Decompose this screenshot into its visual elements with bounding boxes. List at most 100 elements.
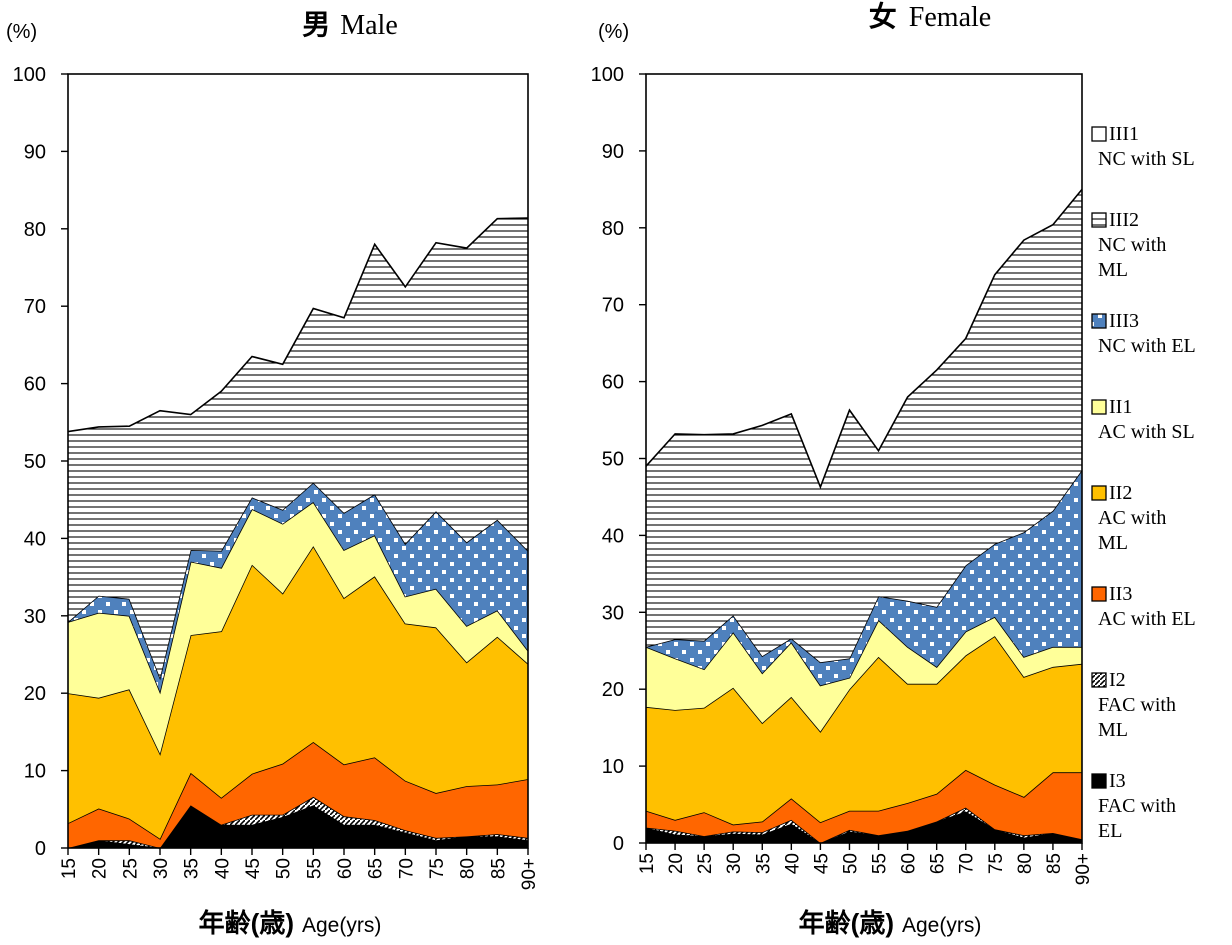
legend-entry-III1: III1 NC with SL <box>1091 123 1195 170</box>
legend-desc-III1: NC with SL <box>1098 148 1195 170</box>
legend-code-II3: II3 <box>1109 583 1132 605</box>
legend-swatch-I2 <box>1091 672 1107 688</box>
male-area-II2 <box>68 546 528 839</box>
female-area-II3 <box>646 769 1082 843</box>
legend-desc-II3: AC with EL <box>1098 608 1196 630</box>
male-x-axis-title: 年齢(歳) Age(yrs) <box>199 908 382 938</box>
female-y-axis: 0 10 20 30 40 50 60 70 80 90 100 <box>591 64 646 855</box>
male-y-tick-label: 0 <box>35 838 46 860</box>
female-y-tick-label: 20 <box>602 679 624 701</box>
female-area-II2 <box>646 636 1082 825</box>
female-y-tick-label: 50 <box>602 449 624 471</box>
legend-swatch-II2 <box>1091 485 1107 501</box>
legend-desc-III2: ML <box>1098 259 1128 281</box>
female-area-I2 <box>646 807 1082 843</box>
female-x-axis: 15 20 25 30 35 40 45 50 55 60 65 70 75 80 85 90+ <box>637 843 1094 885</box>
female-x-tick-label: 35 <box>753 853 774 874</box>
male-x-tick-label: 70 <box>396 858 417 879</box>
legend-desc-II2: ML <box>1098 532 1128 554</box>
female-x-axis-title-latin: Age(yrs) <box>902 914 981 937</box>
legend-code-II1: II1 <box>1109 396 1132 418</box>
female-area-III2 <box>646 189 1082 663</box>
legend-code-III1: III1 <box>1109 123 1139 145</box>
male-y-tick-label: 50 <box>24 451 46 473</box>
female-x-tick-label: 70 <box>957 853 978 874</box>
female-x-tick-label: 60 <box>899 853 920 874</box>
female-x-tick-label: 75 <box>986 853 1007 874</box>
female-area-III3 <box>646 470 1082 686</box>
female-x-tick-label: 40 <box>782 853 803 874</box>
male-x-axis-title-latin: Age(yrs) <box>302 914 381 937</box>
male-y-tick-label: 80 <box>24 219 46 241</box>
female-x-tick-label: 55 <box>870 853 891 874</box>
male-x-tick-label: 60 <box>335 858 356 879</box>
legend-code-I2: I2 <box>1109 669 1126 691</box>
female-y-tick-label: 80 <box>602 218 624 240</box>
female-y-tick-label: 10 <box>602 756 624 778</box>
male-x-tick-label: 80 <box>458 858 479 879</box>
legend-desc-II1: AC with SL <box>1098 421 1195 443</box>
male-x-axis-title-cjk: 年齢(歳) <box>199 908 294 938</box>
male-area-III3 <box>68 482 528 692</box>
male-y-tick-label: 30 <box>24 606 46 628</box>
male-y-tick-label: 90 <box>24 141 46 163</box>
male-area-II1 <box>68 502 528 754</box>
legend-entry-II2: II2 AC with ML <box>1091 482 1166 554</box>
female-x-axis-title: 年齢(歳) Age(yrs) <box>799 908 982 938</box>
legend: III1 NC with SL III2 NC with ML III3 NC with E… <box>1091 123 1196 842</box>
male-title-cjk: 男 <box>302 9 330 40</box>
female-x-tick-label: 45 <box>811 853 832 874</box>
male-x-tick-label: 75 <box>427 858 448 879</box>
male-area-edge-III2 <box>67 217 529 433</box>
legend-swatch-III2 <box>1091 212 1107 228</box>
legend-desc-III2: NC with <box>1098 234 1166 256</box>
male-y-tick-label: 40 <box>24 528 46 550</box>
legend-desc-I2: ML <box>1098 719 1128 741</box>
male-x-tick-label: 45 <box>243 858 264 879</box>
male-area-I2 <box>68 796 528 848</box>
legend-desc-I3: FAC with <box>1098 795 1176 817</box>
legend-code-I3: I3 <box>1109 770 1126 792</box>
female-title-latin: Female <box>909 2 991 33</box>
female-plot-area <box>645 73 1083 844</box>
female-x-tick-label: 50 <box>840 853 861 874</box>
female-x-tick-label: 20 <box>666 853 687 874</box>
female-x-tick-label: 85 <box>1044 853 1065 874</box>
female-y-tick-label: 70 <box>602 295 624 317</box>
female-area-II1 <box>646 616 1082 732</box>
male-title-latin: Male <box>340 10 398 41</box>
male-x-tick-label: 35 <box>182 858 203 879</box>
male-plot-area <box>67 73 529 849</box>
female-x-tick-label: 15 <box>637 853 658 874</box>
male-y-tick-label: 20 <box>24 683 46 705</box>
legend-entry-II1: II1 AC with SL <box>1091 396 1195 443</box>
male-y-tick-label: 10 <box>24 761 46 783</box>
legend-swatch-III3 <box>1091 313 1107 329</box>
legend-entry-I3: I3 FAC with EL <box>1091 770 1176 842</box>
male-area-I3 <box>68 805 528 848</box>
female-x-tick-label: 80 <box>1015 853 1036 874</box>
male-x-tick-label: 30 <box>151 858 172 879</box>
female-y-tick-label: 90 <box>602 141 624 163</box>
male-x-tick-label: 85 <box>488 858 509 879</box>
male-x-axis: 15 20 25 30 35 40 45 50 55 60 65 70 75 80 85 90+ <box>59 848 540 890</box>
legend-desc-II2: AC with <box>1098 507 1166 529</box>
legend-swatch-I3 <box>1091 773 1107 789</box>
female-y-tick-label: 100 <box>591 64 624 86</box>
male-x-tick-label: 20 <box>90 858 111 879</box>
female-y-tick-label: 0 <box>613 833 624 855</box>
male-x-tick-label: 55 <box>304 858 325 879</box>
legend-swatch-III1 <box>1091 126 1107 142</box>
male-area-chart: (%) 男 Male 0 10 20 30 40 50 60 70 80 90 100 15 20 25 3… <box>6 9 540 938</box>
female-x-tick-label: 90+ <box>1073 853 1094 885</box>
legend-code-II2: II2 <box>1109 482 1132 504</box>
legend-entry-III3: III3 NC with EL <box>1091 310 1196 357</box>
male-x-tick-label: 15 <box>59 858 80 879</box>
male-x-tick-label: 90+ <box>519 858 540 890</box>
female-y-tick-label: 60 <box>602 372 624 394</box>
female-area-edge-III2 <box>645 188 1083 490</box>
legend-code-III2: III2 <box>1109 209 1139 231</box>
female-y-tick-label: 40 <box>602 525 624 547</box>
male-y-axis: 0 10 20 30 40 50 60 70 80 90 100 <box>13 64 68 860</box>
